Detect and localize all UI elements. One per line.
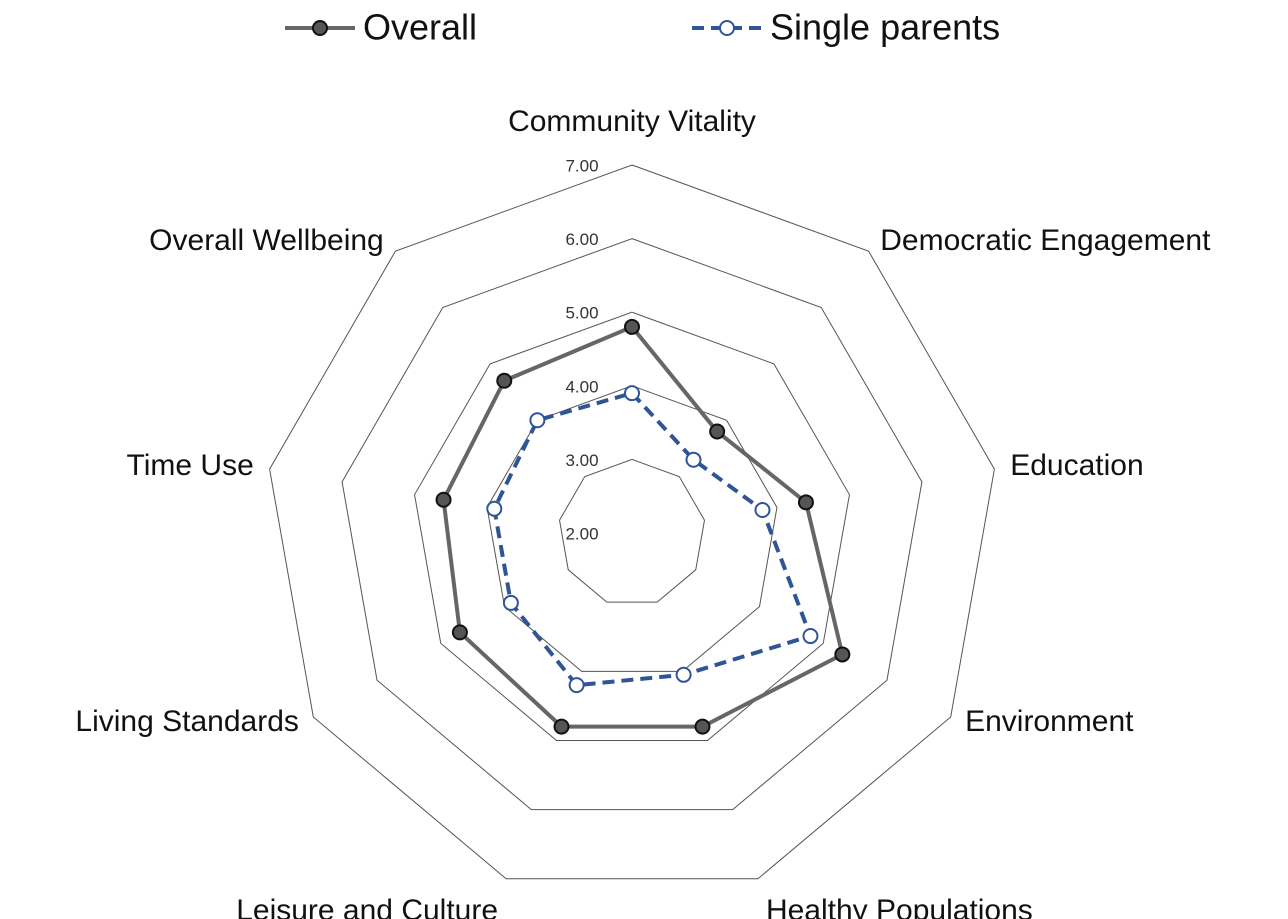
category-label: Environment — [965, 705, 1134, 738]
legend-marker — [312, 20, 328, 36]
marker — [694, 718, 711, 735]
r-tick-label: 6.00 — [565, 230, 598, 249]
category-label: Time Use — [127, 449, 254, 482]
grid-ring — [341, 238, 923, 811]
marker — [709, 423, 726, 440]
marker — [435, 491, 452, 508]
marker — [685, 451, 702, 468]
marker — [502, 594, 519, 611]
marker — [553, 718, 570, 735]
series-line — [441, 324, 845, 729]
grid-ring — [558, 458, 706, 603]
marker — [754, 501, 771, 518]
category-label: Overall Wellbeing — [149, 224, 384, 257]
r-tick-label: 7.00 — [565, 156, 598, 175]
category-label: Leisure and Culture — [236, 894, 498, 919]
category-label: Democratic Engagement — [880, 224, 1211, 257]
r-tick-label: 3.00 — [565, 451, 598, 470]
legend-label: Overall — [363, 7, 477, 48]
legend-marker — [719, 20, 735, 36]
grid-ring — [269, 164, 995, 880]
r-tick-label: 4.00 — [565, 377, 598, 396]
grid-ring — [486, 385, 778, 672]
grid-ring — [414, 311, 850, 741]
marker — [486, 500, 503, 517]
category-label: Education — [1010, 449, 1143, 482]
marker — [624, 318, 640, 335]
legend-label: Single parents — [770, 7, 1000, 48]
marker — [834, 646, 851, 663]
marker — [451, 624, 468, 641]
marker — [568, 677, 585, 694]
series-line — [492, 390, 814, 688]
marker — [802, 628, 819, 645]
marker — [675, 666, 692, 683]
marker — [624, 385, 640, 402]
marker — [529, 412, 546, 429]
category-label: Community Vitality — [508, 105, 756, 138]
marker — [496, 372, 513, 389]
marker — [797, 494, 814, 511]
category-label: Healthy Populations — [766, 894, 1033, 919]
category-label: Living Standards — [75, 705, 298, 738]
r-tick-label: 2.00 — [565, 524, 598, 543]
r-tick-label: 5.00 — [565, 304, 598, 323]
